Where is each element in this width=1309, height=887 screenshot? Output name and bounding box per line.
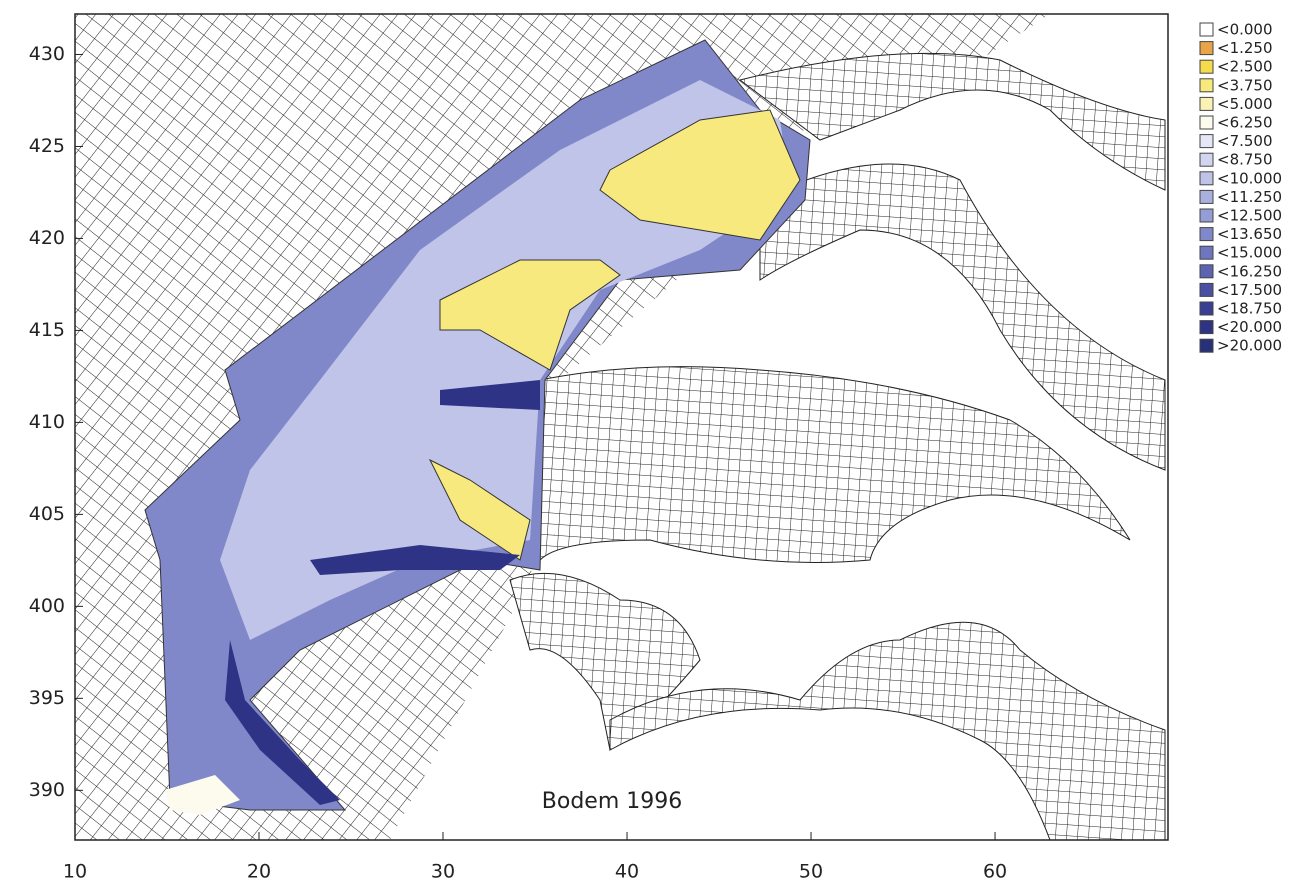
legend-swatch xyxy=(1200,116,1213,129)
channel-grid xyxy=(540,367,1130,563)
legend-swatch xyxy=(1200,209,1213,222)
legend-swatch xyxy=(1200,302,1213,315)
legend-label: <17.500 xyxy=(1217,281,1282,299)
legend-label: <1.250 xyxy=(1217,39,1273,57)
legend-label: <6.250 xyxy=(1217,114,1273,132)
legend-swatch xyxy=(1200,135,1213,148)
legend-swatch xyxy=(1200,321,1213,334)
legend-label: <18.750 xyxy=(1217,300,1282,318)
legend-label: <13.650 xyxy=(1217,225,1282,243)
legend-label: <0.000 xyxy=(1217,21,1273,39)
x-tick-label: 50 xyxy=(799,861,823,883)
y-tick-label: 410 xyxy=(29,411,65,433)
map-figure: Bodem 1996 <0.000<1.250<2.500<3.750<5.00… xyxy=(0,0,1309,883)
x-tick-label: 20 xyxy=(247,861,271,883)
y-tick-label: 415 xyxy=(29,319,65,341)
legend-swatch xyxy=(1200,228,1213,241)
legend-swatch xyxy=(1200,42,1213,55)
legend-label: <5.000 xyxy=(1217,95,1273,113)
legend-swatch xyxy=(1200,97,1213,110)
legend-swatch xyxy=(1200,79,1213,92)
legend-swatch xyxy=(1200,60,1213,73)
annotation: Bodem 1996 xyxy=(542,789,682,814)
y-tick-label: 430 xyxy=(29,43,65,65)
x-tick-label: 10 xyxy=(63,861,87,883)
y-tick-label: 395 xyxy=(29,687,65,709)
legend-label: <20.000 xyxy=(1217,318,1282,336)
legend-swatch xyxy=(1200,265,1213,278)
legend-swatch xyxy=(1200,283,1213,296)
legend-label: <10.000 xyxy=(1217,169,1282,187)
y-tick-label: 390 xyxy=(29,779,65,801)
y-tick-label: 405 xyxy=(29,503,65,525)
legend-label: <3.750 xyxy=(1217,76,1273,94)
x-tick-label: 30 xyxy=(431,861,455,883)
legend-swatch xyxy=(1200,246,1213,259)
x-tick-label: 60 xyxy=(983,861,1007,883)
legend-label: <15.000 xyxy=(1217,244,1282,262)
legend-label: <8.750 xyxy=(1217,151,1273,169)
legend-label: <11.250 xyxy=(1217,188,1282,206)
x-tick-label: 40 xyxy=(615,861,639,883)
legend: <0.000<1.250<2.500<3.750<5.000<6.250<7.5… xyxy=(1200,21,1282,355)
legend-label: <7.500 xyxy=(1217,132,1273,150)
legend-swatch xyxy=(1200,172,1213,185)
y-tick-label: 400 xyxy=(29,595,65,617)
legend-swatch xyxy=(1200,190,1213,203)
legend-label: >20.000 xyxy=(1217,337,1282,355)
y-tick-label: 420 xyxy=(29,227,65,249)
legend-label: <2.500 xyxy=(1217,58,1273,76)
y-tick-label: 425 xyxy=(29,135,65,157)
legend-label: <16.250 xyxy=(1217,262,1282,280)
legend-swatch xyxy=(1200,23,1213,36)
map-area xyxy=(75,14,1165,840)
legend-label: <12.500 xyxy=(1217,207,1282,225)
legend-swatch xyxy=(1200,339,1213,352)
legend-swatch xyxy=(1200,153,1213,166)
